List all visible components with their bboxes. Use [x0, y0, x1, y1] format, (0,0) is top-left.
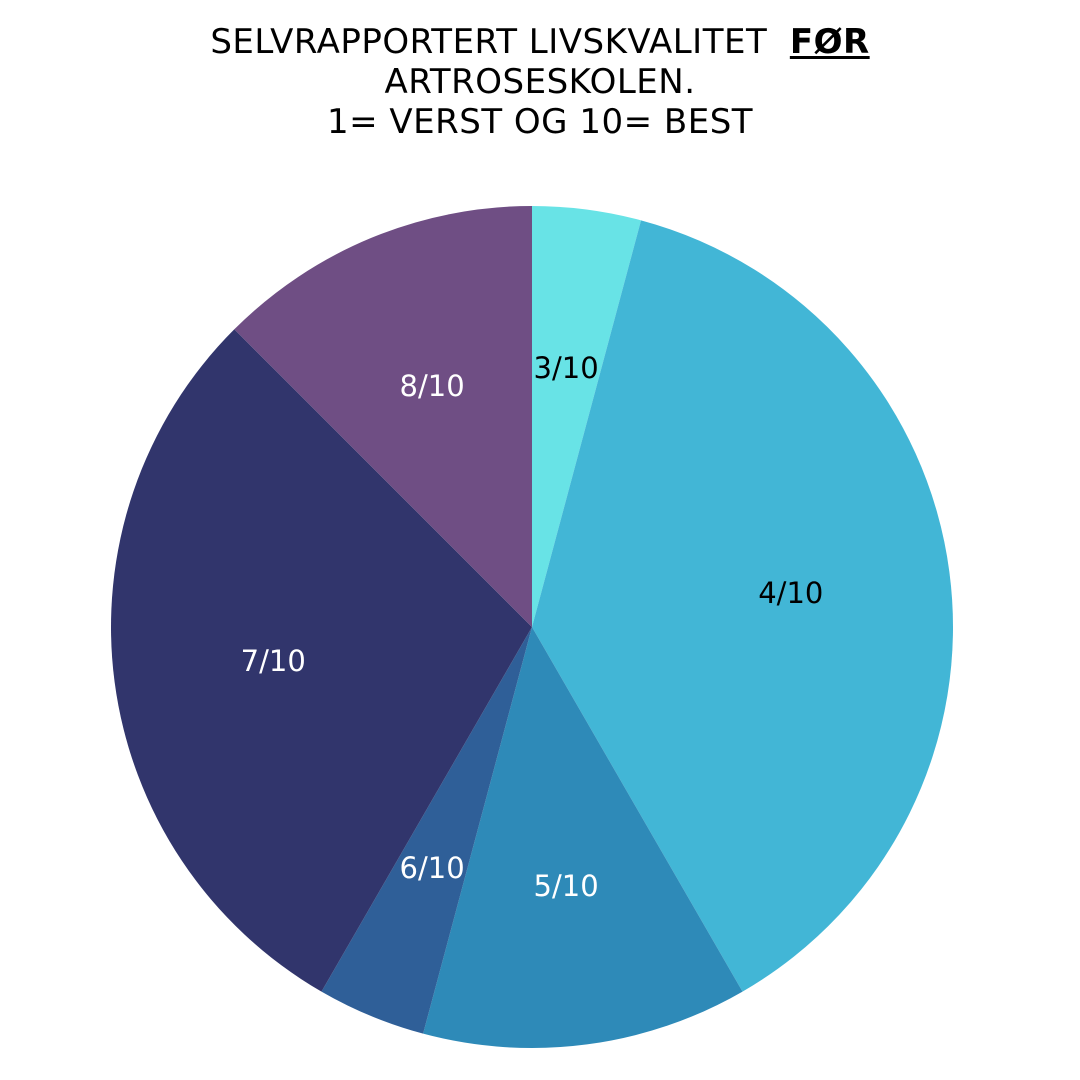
chart-title-line-1: SELVRAPPORTERT LIVSKVALITET FØR	[0, 22, 1080, 62]
chart-title: SELVRAPPORTERT LIVSKVALITET FØR ARTROSES…	[0, 22, 1080, 142]
pie-slice-label: 8/10	[400, 369, 465, 403]
pie-slice-7-of-10	[110, 329, 533, 992]
pie-slice-label: 5/10	[534, 869, 599, 903]
title-prefix: SELVRAPPORTERT LIVSKVALITET	[210, 22, 768, 62]
pie-slice-label: 6/10	[400, 851, 465, 885]
pie-slice-label: 7/10	[241, 644, 306, 678]
pie-slice-3-of-10	[532, 206, 642, 627]
pie-slice-4-of-10	[532, 220, 953, 992]
chart-title-line-3: 1= VERST OG 10= BEST	[326, 102, 754, 142]
pie-slice-label: 3/10	[534, 351, 599, 385]
pie-slice-5-of-10	[423, 627, 743, 1048]
title-emphasis: FØR	[789, 22, 870, 62]
pie-slice-label: 4/10	[758, 576, 823, 610]
chart-title-line-2: ARTROSESKOLEN.	[384, 62, 696, 102]
pie-slice-6-of-10	[321, 627, 532, 1034]
pie-slice-8-of-10	[234, 206, 532, 627]
